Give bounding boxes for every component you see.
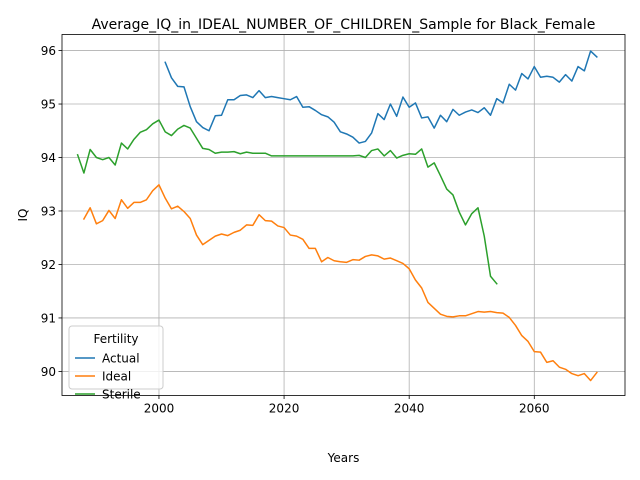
- x-tick-label: 2020: [269, 402, 300, 416]
- legend-label-sterile: Sterile: [102, 388, 141, 402]
- x-tick-label: 2040: [394, 402, 425, 416]
- series-line-actual: [164, 50, 598, 144]
- x-tick-label: 2000: [144, 402, 175, 416]
- y-tick-label: 91: [41, 311, 56, 325]
- y-tick-label: 92: [41, 258, 56, 272]
- plot-frame: [61, 34, 626, 396]
- x-axis-label: Years: [327, 451, 360, 465]
- legend: Fertility Actual Ideal Sterile: [68, 325, 164, 402]
- legend-box: [68, 325, 164, 390]
- grid: [62, 34, 625, 396]
- y-tick-label: 90: [41, 365, 56, 379]
- chart-title: Average_IQ_in_IDEAL_NUMBER_OF_CHILDREN_S…: [92, 17, 596, 33]
- x-tick-label: 2060: [519, 402, 550, 416]
- series-line-ideal: [82, 184, 598, 382]
- y-tick-label: 94: [41, 151, 56, 165]
- x-axis: 2000 2020 2040 2060: [144, 395, 550, 416]
- legend-items: Actual Ideal Sterile: [75, 352, 141, 402]
- y-tick-label: 95: [41, 98, 56, 112]
- y-tick-label: 93: [41, 204, 56, 218]
- legend-label-actual: Actual: [102, 352, 140, 366]
- series-layer: [76, 50, 598, 382]
- legend-label-ideal: Ideal: [102, 370, 131, 384]
- legend-title: Fertility: [93, 332, 138, 346]
- y-axis-label: IQ: [16, 209, 30, 222]
- y-tick-label: 96: [41, 44, 56, 58]
- series-line-sterile: [76, 119, 498, 285]
- y-axis: 90 91 92 93 94 95 96: [41, 44, 62, 379]
